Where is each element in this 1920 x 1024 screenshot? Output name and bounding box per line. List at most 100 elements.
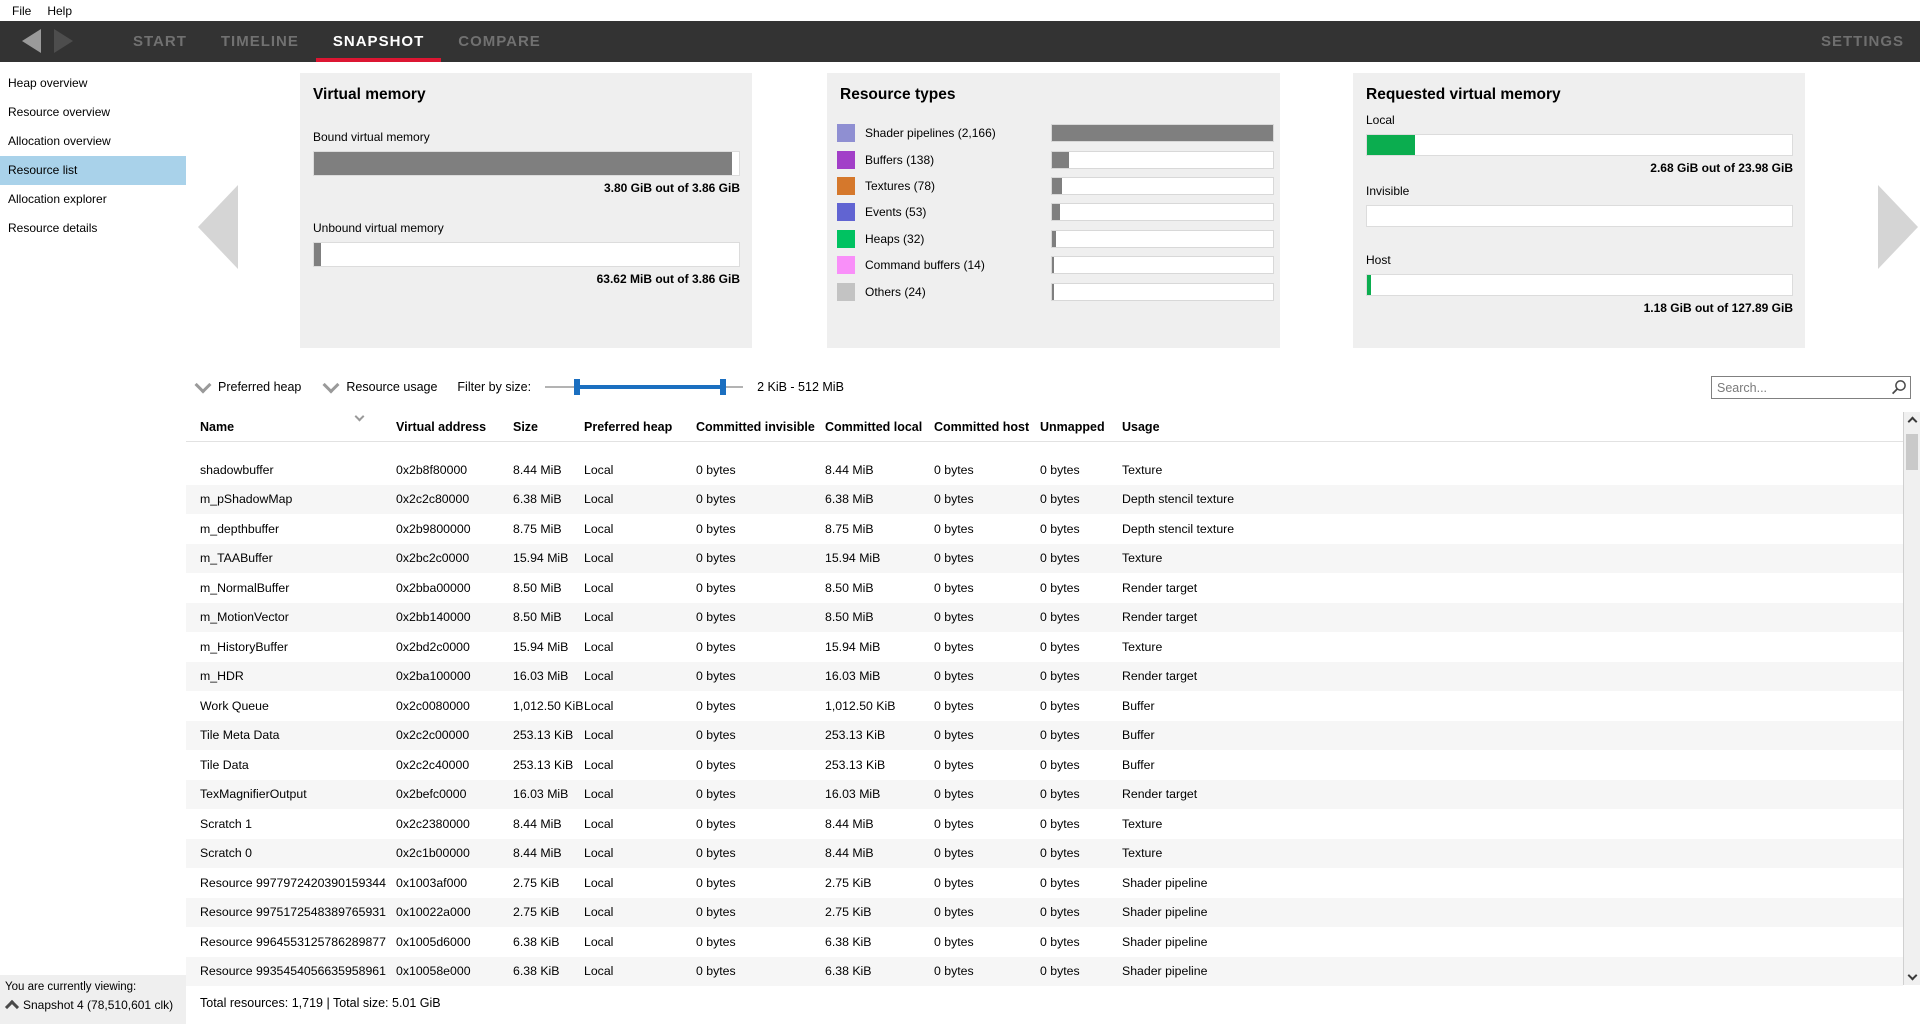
scrollbar-down-icon[interactable]: [1904, 968, 1920, 985]
table-cell: Render target: [1122, 581, 1903, 595]
table-row[interactable]: TexMagnifierOutput0x2befc000016.03 MiBLo…: [186, 780, 1903, 810]
column-header-committed-local[interactable]: Committed local: [825, 420, 934, 434]
viewing-label: You are currently viewing:: [5, 981, 136, 993]
column-header-preferred-heap[interactable]: Preferred heap: [584, 420, 696, 434]
menu-help[interactable]: Help: [39, 2, 80, 20]
table-row[interactable]: Work Queue0x2c00800001,012.50 KiBLocal0 …: [186, 691, 1903, 721]
memory-bar-group: Host1.18 GiB out of 127.89 GiB: [1366, 253, 1793, 315]
table-cell: TexMagnifierOutput: [200, 787, 396, 801]
table-row[interactable]: m_depthbuffer0x2b98000008.75 MiBLocal0 b…: [186, 514, 1903, 544]
tab-settings[interactable]: SETTINGS: [1821, 21, 1904, 62]
table-cell: 8.75 MiB: [825, 522, 934, 536]
size-range-slider[interactable]: [545, 378, 743, 396]
table-cell: 0 bytes: [696, 787, 825, 801]
memory-bar-group: Bound virtual memory3.80 GiB out of 3.86…: [313, 130, 740, 195]
slider-handle-max[interactable]: [720, 379, 726, 395]
sidebar-item-heap-overview[interactable]: Heap overview: [0, 69, 186, 98]
slider-selected-range[interactable]: [577, 385, 724, 389]
sidebar-item-allocation-explorer[interactable]: Allocation explorer: [0, 185, 186, 214]
table-cell: 1,012.50 KiB: [825, 699, 934, 713]
table-row[interactable]: Resource 99779724203901593440x1003af0002…: [186, 868, 1903, 898]
table-cell: 0 bytes: [696, 699, 825, 713]
sidebar-item-resource-list[interactable]: Resource list: [0, 156, 186, 185]
table-row[interactable]: Tile Data0x2c2c40000253.13 KiBLocal0 byt…: [186, 750, 1903, 780]
legend-usage-bar: [1051, 283, 1274, 301]
search-input[interactable]: [1712, 377, 1910, 398]
sidebar-item-resource-details[interactable]: Resource details: [0, 214, 186, 243]
column-header-unmapped[interactable]: Unmapped: [1040, 420, 1122, 434]
carousel-left-icon[interactable]: [198, 185, 238, 269]
current-snapshot-label: Snapshot 4 (78,510,601 clk): [23, 998, 173, 1012]
table-cell: Resource 9977972420390159344: [200, 876, 396, 890]
table-cell: shadowbuffer: [200, 463, 396, 477]
menu-file[interactable]: File: [4, 2, 39, 20]
memory-bar: [313, 242, 740, 267]
resource-usage-dropdown[interactable]: Resource usage: [325, 380, 437, 394]
scrollbar-up-icon[interactable]: [1904, 412, 1920, 429]
scrollbar-thumb[interactable]: [1906, 434, 1918, 470]
legend-usage-fill: [1052, 204, 1060, 220]
table-cell: 0x1005d6000: [396, 935, 513, 949]
table-cell: 0x2c0080000: [396, 699, 513, 713]
table-cell: 0 bytes: [696, 463, 825, 477]
tab-timeline[interactable]: TIMELINE: [204, 21, 316, 62]
legend-usage-fill: [1052, 125, 1273, 141]
legend-label: Shader pipelines (2,166): [865, 126, 1051, 140]
table-cell: Local: [584, 846, 696, 860]
tab-compare[interactable]: COMPARE: [441, 21, 558, 62]
table-cell: 0 bytes: [934, 640, 1040, 654]
column-header-virtual-address[interactable]: Virtual address: [396, 420, 513, 434]
sidebar-item-resource-overview[interactable]: Resource overview: [0, 98, 186, 127]
table-cell: 16.03 MiB: [825, 787, 934, 801]
column-header-name[interactable]: Name: [200, 420, 396, 434]
column-header-usage[interactable]: Usage: [1122, 420, 1903, 434]
column-header-committed-host[interactable]: Committed host: [934, 420, 1040, 434]
table-row[interactable]: m_pShadowMap0x2c2c800006.38 MiBLocal0 by…: [186, 485, 1903, 515]
table-row[interactable]: shadowbuffer0x2b8f800008.44 MiBLocal0 by…: [186, 455, 1903, 485]
table-row[interactable]: m_MotionVector0x2bb1400008.50 MiBLocal0 …: [186, 603, 1903, 633]
memory-bar-fill: [1367, 275, 1371, 295]
table-row[interactable]: Resource 99354540566359589610x10058e0006…: [186, 957, 1903, 987]
table-row[interactable]: Scratch 10x2c23800008.44 MiBLocal0 bytes…: [186, 809, 1903, 839]
memory-bar-fill: [314, 243, 321, 266]
table-cell: 1,012.50 KiB: [513, 699, 584, 713]
table-cell: Local: [584, 787, 696, 801]
table-row[interactable]: Tile Meta Data0x2c2c00000253.13 KiBLocal…: [186, 721, 1903, 751]
snapshot-selector[interactable]: You are currently viewing: Snapshot 4 (7…: [0, 975, 186, 1024]
carousel-right-icon[interactable]: [1878, 185, 1918, 269]
table-row[interactable]: m_HDR0x2ba10000016.03 MiBLocal0 bytes16.…: [186, 662, 1903, 692]
tab-snapshot[interactable]: SNAPSHOT: [316, 21, 441, 62]
column-header-committed-invisible[interactable]: Committed invisible: [696, 420, 825, 434]
memory-bar-group: Unbound virtual memory63.62 MiB out of 3…: [313, 221, 740, 286]
table-cell: 8.50 MiB: [825, 610, 934, 624]
table-cell: 0 bytes: [934, 935, 1040, 949]
table-row[interactable]: Resource 99751725483897659310x10022a0002…: [186, 898, 1903, 928]
forward-arrow-icon[interactable]: [54, 29, 73, 53]
legend-usage-fill: [1052, 284, 1054, 300]
memory-bar-caption: 3.80 GiB out of 3.86 GiB: [313, 181, 740, 195]
preferred-heap-dropdown[interactable]: Preferred heap: [197, 380, 301, 394]
table-row[interactable]: Resource 99645531257862898770x1005d60006…: [186, 927, 1903, 957]
legend-label: Textures (78): [865, 179, 1051, 193]
sort-chevron-icon[interactable]: [355, 411, 365, 421]
nav-bar: STARTTIMELINESNAPSHOTCOMPARE SETTINGS: [0, 21, 1920, 62]
chevron-up-icon[interactable]: [5, 999, 19, 1013]
table-cell: 0x2bd2c0000: [396, 640, 513, 654]
sidebar-item-allocation-overview[interactable]: Allocation overview: [0, 127, 186, 156]
search-icon: [1889, 379, 1907, 397]
table-row[interactable]: Scratch 00x2c1b000008.44 MiBLocal0 bytes…: [186, 839, 1903, 869]
back-arrow-icon[interactable]: [22, 29, 41, 53]
table-row[interactable]: m_NormalBuffer0x2bba000008.50 MiBLocal0 …: [186, 573, 1903, 603]
vertical-scrollbar[interactable]: [1903, 412, 1920, 985]
table-cell: 0 bytes: [1040, 787, 1122, 801]
table-cell: 0x2b8f80000: [396, 463, 513, 477]
table-cell: Resource 9935454056635958961: [200, 964, 396, 978]
search-box: [1711, 376, 1911, 399]
table-row[interactable]: m_HistoryBuffer0x2bd2c000015.94 MiBLocal…: [186, 632, 1903, 662]
column-header-size[interactable]: Size: [513, 420, 584, 434]
table-cell: Shader pipeline: [1122, 905, 1903, 919]
tab-start[interactable]: START: [116, 21, 204, 62]
slider-handle-min[interactable]: [574, 379, 580, 395]
table-row[interactable]: m_TAABuffer0x2bc2c000015.94 MiBLocal0 by…: [186, 544, 1903, 574]
table-cell: 2.75 KiB: [513, 905, 584, 919]
